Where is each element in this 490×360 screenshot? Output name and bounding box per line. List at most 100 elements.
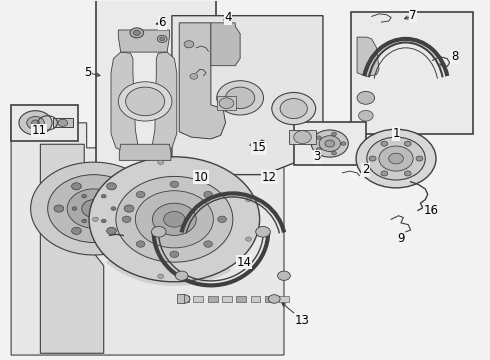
Bar: [222, 296, 232, 302]
Bar: [179, 296, 189, 302]
Circle shape: [152, 203, 196, 235]
Text: 2: 2: [362, 163, 369, 176]
Circle shape: [130, 28, 144, 38]
Circle shape: [245, 237, 251, 241]
Circle shape: [389, 153, 403, 164]
Circle shape: [245, 197, 251, 202]
Polygon shape: [11, 105, 284, 355]
Circle shape: [101, 219, 106, 223]
Circle shape: [31, 120, 39, 126]
Circle shape: [93, 217, 98, 221]
Bar: [53, 118, 73, 127]
Text: 3: 3: [314, 150, 321, 163]
Circle shape: [416, 156, 423, 161]
Circle shape: [204, 191, 213, 198]
Circle shape: [356, 129, 436, 188]
Circle shape: [72, 207, 77, 210]
Circle shape: [58, 119, 68, 126]
Circle shape: [272, 93, 316, 125]
Circle shape: [280, 99, 307, 118]
Circle shape: [27, 116, 44, 129]
Circle shape: [30, 162, 157, 255]
Circle shape: [72, 183, 81, 190]
Circle shape: [379, 146, 413, 171]
Bar: [294, 122, 366, 165]
Circle shape: [170, 251, 179, 257]
Circle shape: [256, 226, 270, 237]
Circle shape: [219, 98, 234, 109]
Bar: [208, 296, 218, 302]
Text: 15: 15: [251, 141, 266, 154]
Circle shape: [404, 141, 411, 146]
Bar: [194, 296, 203, 302]
Circle shape: [251, 141, 259, 147]
Circle shape: [175, 271, 188, 280]
Circle shape: [151, 226, 166, 237]
Circle shape: [369, 156, 376, 161]
Circle shape: [82, 200, 106, 217]
Circle shape: [122, 216, 131, 222]
Circle shape: [125, 87, 165, 116]
Bar: [97, 0, 216, 208]
Polygon shape: [211, 23, 240, 66]
Circle shape: [19, 111, 52, 135]
Circle shape: [319, 136, 341, 152]
Text: 13: 13: [295, 314, 310, 327]
Circle shape: [325, 140, 335, 147]
Circle shape: [116, 176, 233, 262]
Bar: [289, 130, 316, 144]
Text: 7: 7: [409, 9, 417, 22]
Circle shape: [136, 191, 145, 198]
Circle shape: [67, 189, 121, 228]
Circle shape: [136, 241, 145, 247]
Circle shape: [357, 91, 374, 104]
Circle shape: [278, 271, 290, 280]
Circle shape: [101, 194, 106, 198]
Circle shape: [404, 171, 411, 176]
Text: 14: 14: [237, 256, 251, 269]
Circle shape: [124, 205, 134, 212]
Circle shape: [178, 295, 190, 303]
Bar: [236, 296, 246, 302]
Polygon shape: [152, 52, 177, 153]
Circle shape: [317, 148, 321, 151]
Circle shape: [332, 132, 337, 136]
Bar: [279, 296, 289, 302]
Text: 10: 10: [194, 171, 209, 184]
Circle shape: [158, 274, 164, 278]
Bar: [250, 296, 260, 302]
Circle shape: [218, 216, 226, 222]
Circle shape: [311, 130, 348, 157]
Text: 11: 11: [31, 124, 47, 137]
Bar: [177, 294, 184, 303]
Circle shape: [269, 295, 280, 303]
Circle shape: [204, 241, 213, 247]
Circle shape: [133, 30, 140, 35]
Circle shape: [118, 82, 172, 121]
Polygon shape: [40, 144, 104, 353]
Text: 5: 5: [84, 66, 92, 79]
Circle shape: [294, 131, 311, 144]
Polygon shape: [357, 37, 379, 76]
Circle shape: [82, 194, 87, 198]
Circle shape: [184, 41, 194, 48]
Polygon shape: [179, 23, 225, 139]
Text: 4: 4: [224, 11, 232, 24]
Bar: [265, 296, 274, 302]
Polygon shape: [111, 52, 138, 153]
Bar: [351, 12, 473, 134]
Circle shape: [225, 87, 255, 109]
Circle shape: [190, 73, 198, 79]
Text: 12: 12: [262, 171, 277, 184]
Circle shape: [48, 175, 140, 243]
Circle shape: [107, 227, 116, 234]
Circle shape: [341, 142, 346, 145]
Circle shape: [359, 111, 373, 121]
Text: 6: 6: [158, 16, 166, 29]
Text: 16: 16: [424, 204, 439, 217]
Circle shape: [317, 136, 321, 139]
Circle shape: [381, 141, 388, 146]
Polygon shape: [172, 16, 323, 175]
Circle shape: [54, 205, 64, 212]
Circle shape: [367, 137, 425, 180]
